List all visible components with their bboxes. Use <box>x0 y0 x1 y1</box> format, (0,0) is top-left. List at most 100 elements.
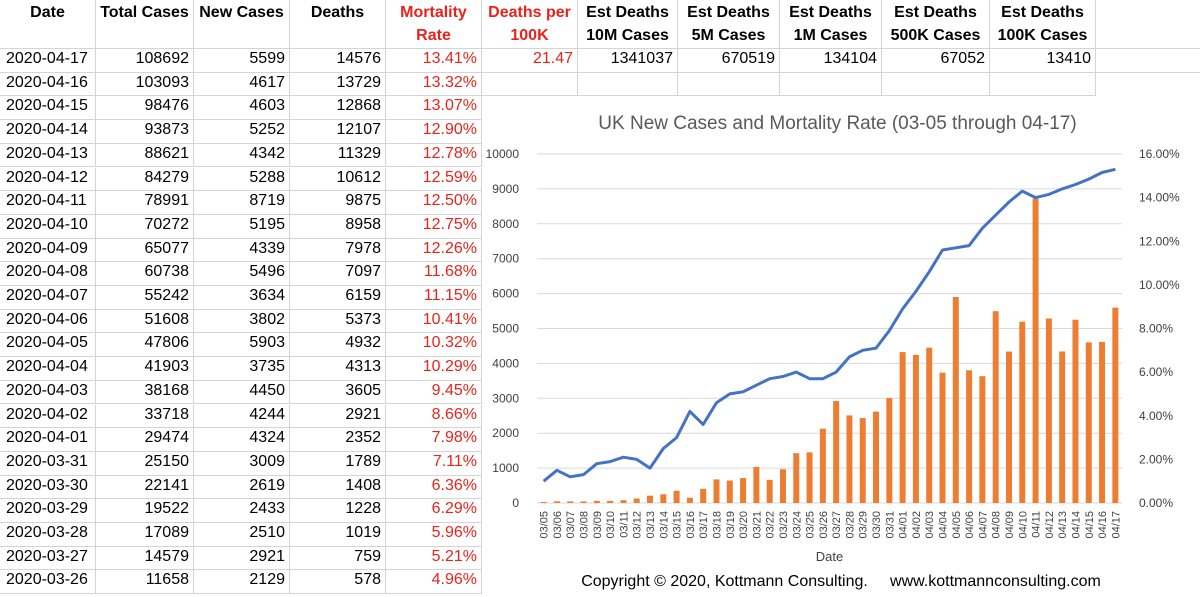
cell-mortality[interactable]: 12.26% <box>386 238 482 263</box>
cell-date[interactable]: 2020-04-15 <box>0 96 96 121</box>
cell-new[interactable]: 4617 <box>194 72 290 97</box>
header-deaths[interactable]: Deaths <box>290 0 386 49</box>
cell-date[interactable]: 2020-04-11 <box>0 191 96 215</box>
cell-date[interactable]: 2020-03-29 <box>0 499 96 523</box>
cell-new[interactable]: 3802 <box>194 309 290 334</box>
header-mortality[interactable]: Mortality Rate <box>386 0 482 49</box>
cell-date[interactable]: 2020-03-26 <box>0 570 96 595</box>
cell-total[interactable]: 33718 <box>96 404 194 429</box>
summary-est10m[interactable]: 1341037 <box>578 49 678 73</box>
header-total[interactable]: Total Cases <box>96 0 194 49</box>
cell-mortality[interactable]: 7.11% <box>386 451 482 476</box>
cell-mortality[interactable]: 12.75% <box>386 214 482 239</box>
cell-date[interactable]: 2020-03-30 <box>0 475 96 500</box>
cell-total[interactable]: 17089 <box>96 523 194 547</box>
cell-deaths[interactable]: 1019 <box>290 523 386 547</box>
blank-cell[interactable] <box>678 72 780 97</box>
cell-deaths[interactable]: 11329 <box>290 143 386 168</box>
cell-deaths[interactable]: 2352 <box>290 428 386 452</box>
cell-total[interactable]: 88621 <box>96 143 194 168</box>
header-per100k[interactable]: Deaths per 100K <box>482 0 578 49</box>
cell-deaths[interactable]: 4932 <box>290 333 386 358</box>
cell-total[interactable]: 25150 <box>96 451 194 476</box>
cell-total[interactable]: 93873 <box>96 120 194 144</box>
cell-mortality[interactable]: 6.29% <box>386 499 482 523</box>
header-est500k[interactable]: Est Deaths 500K Cases <box>882 0 990 49</box>
cell-deaths[interactable]: 8958 <box>290 214 386 239</box>
cell-date[interactable]: 2020-04-04 <box>0 357 96 381</box>
blank-cell[interactable] <box>990 72 1096 97</box>
cell-date[interactable]: 2020-04-16 <box>0 72 96 97</box>
cell-new[interactable]: 4244 <box>194 404 290 429</box>
cell-total[interactable]: 11658 <box>96 570 194 595</box>
cell-new[interactable]: 4324 <box>194 428 290 452</box>
cell-new[interactable]: 3009 <box>194 451 290 476</box>
cell-deaths[interactable]: 14576 <box>290 49 386 73</box>
cell-deaths[interactable]: 12868 <box>290 96 386 121</box>
cell-deaths[interactable]: 1408 <box>290 475 386 500</box>
cell-new[interactable]: 4450 <box>194 380 290 405</box>
cell-total[interactable]: 78991 <box>96 191 194 215</box>
cell-deaths[interactable]: 3605 <box>290 380 386 405</box>
cell-deaths[interactable]: 2921 <box>290 404 386 429</box>
cell-date[interactable]: 2020-04-03 <box>0 380 96 405</box>
cell-total[interactable]: 108692 <box>96 49 194 73</box>
cell-mortality[interactable]: 13.07% <box>386 96 482 121</box>
cell-total[interactable]: 98476 <box>96 96 194 121</box>
cell-mortality[interactable]: 13.32% <box>386 72 482 97</box>
cell-date[interactable]: 2020-03-31 <box>0 451 96 476</box>
cell-new[interactable]: 5903 <box>194 333 290 358</box>
cell-mortality[interactable]: 11.68% <box>386 262 482 286</box>
header-est5m[interactable]: Est Deaths 5M Cases <box>678 0 780 49</box>
cell-mortality[interactable]: 7.98% <box>386 428 482 452</box>
cell-deaths[interactable]: 4313 <box>290 357 386 381</box>
summary-est1m[interactable]: 134104 <box>780 49 882 73</box>
cell-new[interactable]: 2921 <box>194 546 290 571</box>
cell-new[interactable]: 2433 <box>194 499 290 523</box>
cell-new[interactable]: 8719 <box>194 191 290 215</box>
cell-date[interactable]: 2020-04-14 <box>0 120 96 144</box>
cell-new[interactable]: 2129 <box>194 570 290 595</box>
blank-cell[interactable] <box>578 72 678 97</box>
cell-total[interactable]: 51608 <box>96 309 194 334</box>
cell-new[interactable]: 4339 <box>194 238 290 263</box>
cell-date[interactable]: 2020-04-05 <box>0 333 96 358</box>
header-est1m[interactable]: Est Deaths 1M Cases <box>780 0 882 49</box>
cell-mortality[interactable]: 10.29% <box>386 357 482 381</box>
cell-total[interactable]: 14579 <box>96 546 194 571</box>
header-est100k[interactable]: Est Deaths 100K Cases <box>990 0 1096 49</box>
blank-cell[interactable] <box>882 72 990 97</box>
cell-mortality[interactable]: 10.41% <box>386 309 482 334</box>
cell-total[interactable]: 47806 <box>96 333 194 358</box>
cell-deaths[interactable]: 6159 <box>290 286 386 310</box>
cell-date[interactable]: 2020-04-06 <box>0 309 96 334</box>
cell-new[interactable]: 2619 <box>194 475 290 500</box>
cell-date[interactable]: 2020-04-08 <box>0 262 96 286</box>
cell-deaths[interactable]: 1789 <box>290 451 386 476</box>
cell-total[interactable]: 103093 <box>96 72 194 97</box>
cell-deaths[interactable]: 759 <box>290 546 386 571</box>
cell-total[interactable]: 70272 <box>96 214 194 239</box>
cell-new[interactable]: 2510 <box>194 523 290 547</box>
summary-est500k[interactable]: 67052 <box>882 49 990 73</box>
cell-new[interactable]: 5252 <box>194 120 290 144</box>
cell-total[interactable]: 84279 <box>96 167 194 192</box>
cell-mortality[interactable]: 9.45% <box>386 380 482 405</box>
cell-total[interactable]: 65077 <box>96 238 194 263</box>
cell-mortality[interactable]: 6.36% <box>386 475 482 500</box>
cell-mortality[interactable]: 12.90% <box>386 120 482 144</box>
blank-cell[interactable] <box>482 72 578 97</box>
header-empty[interactable] <box>1096 0 1200 49</box>
header-new[interactable]: New Cases <box>194 0 290 49</box>
cell-date[interactable]: 2020-03-27 <box>0 546 96 571</box>
cell-date[interactable]: 2020-04-17 <box>0 49 96 73</box>
summary-est100k[interactable]: 13410 <box>990 49 1096 73</box>
cell-deaths[interactable]: 5373 <box>290 309 386 334</box>
summary-empty[interactable] <box>1096 49 1200 73</box>
cell-mortality[interactable]: 10.32% <box>386 333 482 358</box>
cell-new[interactable]: 5195 <box>194 214 290 239</box>
cell-deaths[interactable]: 578 <box>290 570 386 595</box>
cell-new[interactable]: 3735 <box>194 357 290 381</box>
cell-total[interactable]: 38168 <box>96 380 194 405</box>
cell-total[interactable]: 22141 <box>96 475 194 500</box>
